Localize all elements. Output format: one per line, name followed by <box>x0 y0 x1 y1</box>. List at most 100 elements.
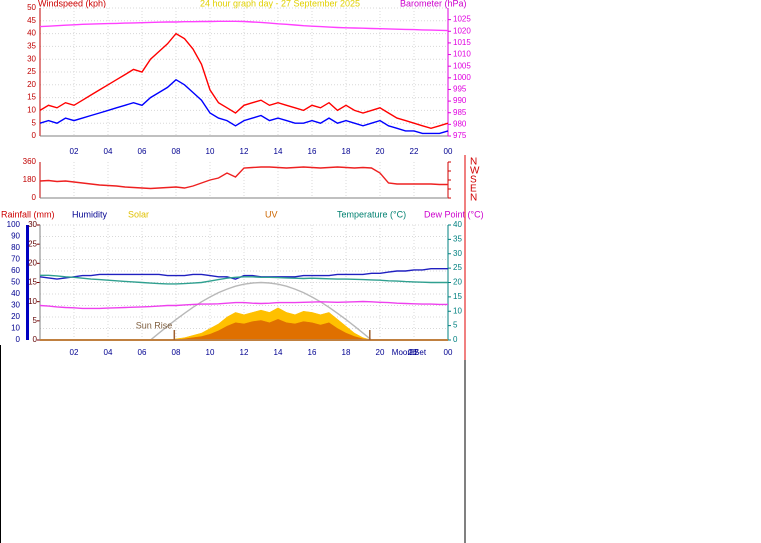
x-tick-label: 10 <box>206 147 215 156</box>
y-tick-label: 20 <box>11 312 20 321</box>
y-axis-label: Windspeed (kph) <box>38 0 106 8</box>
line-series <box>39 78 449 135</box>
y2-tick-label: 25 <box>453 263 462 272</box>
y-tick-label: 80 <box>11 243 20 252</box>
y-tick-label: 0 <box>16 335 21 344</box>
y2-tick-label: 1025 <box>453 15 471 24</box>
x-tick-label: 20 <box>376 147 385 156</box>
y-tick-label: 35 <box>27 42 36 51</box>
x-tick-label: 22 <box>410 147 419 156</box>
marker-label: Moon Set <box>392 348 427 357</box>
y-tick-label: 360 <box>23 157 37 166</box>
legend-label: Temperature (°C) <box>337 209 406 219</box>
y2-tick-label: 1000 <box>453 73 471 82</box>
y-tick-label: 30 <box>11 301 20 310</box>
x-tick-label: 22 <box>410 348 419 357</box>
y2-tick-label: N <box>470 193 477 204</box>
y2-tick-label: 15 <box>453 292 462 301</box>
y2-tick-label: 35 <box>453 234 462 243</box>
x-tick-label: 14 <box>274 348 283 357</box>
y2-tick-label: 975 <box>453 131 467 140</box>
y3-tick-label: 25 <box>28 239 37 248</box>
x-tick-label: 02 <box>70 147 79 156</box>
y2-tick-label: W <box>470 166 480 177</box>
x-tick-label: 06 <box>138 348 147 357</box>
y-tick-label: 180 <box>23 175 37 184</box>
legend-label: Solar <box>128 209 149 219</box>
y2-tick-label: 980 <box>453 119 467 128</box>
line-series <box>40 274 448 285</box>
y2-tick-label: 990 <box>453 96 467 105</box>
y2-tick-label: 1015 <box>453 38 471 47</box>
y-tick-label: 0 <box>32 131 37 140</box>
y2-tick-label: N <box>470 157 477 168</box>
legend-label: Dew Point (°C) <box>424 209 484 219</box>
y2-tick-label: 10 <box>453 306 462 315</box>
y2-tick-label: 30 <box>453 249 462 258</box>
line-series <box>39 166 448 190</box>
y2-tick-label: 1010 <box>453 50 471 59</box>
x-tick-label: 16 <box>308 348 317 357</box>
x-tick-label: 16 <box>308 147 317 156</box>
y-tick-label: 50 <box>11 278 20 287</box>
y2-tick-label: 1005 <box>453 61 471 70</box>
y-tick-label: 40 <box>11 289 20 298</box>
y2-tick-label: S <box>470 175 477 186</box>
y-tick-label: 10 <box>27 106 36 115</box>
y2-tick-label: 995 <box>453 85 467 94</box>
annotation: 28 <box>408 348 417 357</box>
y3-tick-label: 30 <box>28 220 37 229</box>
line-series <box>39 268 448 280</box>
y-tick-label: 90 <box>11 232 20 241</box>
y2-tick-label: 40 <box>453 220 462 229</box>
line-series <box>39 32 449 130</box>
line-series <box>39 20 449 32</box>
x-tick-label: 00 <box>444 348 453 357</box>
y3-tick-label: 10 <box>28 297 37 306</box>
x-tick-label: 18 <box>342 147 351 156</box>
y-tick-label: 15 <box>27 93 36 102</box>
y-tick-label: 100 <box>7 220 21 229</box>
x-tick-label: 14 <box>274 147 283 156</box>
y2-tick-label: 985 <box>453 108 467 117</box>
y2-tick-label: E <box>470 184 477 195</box>
y-tick-label: 40 <box>27 29 36 38</box>
humidity-bar <box>26 225 29 340</box>
x-tick-label: 12 <box>240 147 249 156</box>
y3-tick-label: 5 <box>33 316 38 325</box>
y3-tick-label: 15 <box>28 278 37 287</box>
x-tick-label: 08 <box>172 348 181 357</box>
y-tick-label: 70 <box>11 255 20 264</box>
y-tick-label: 10 <box>11 324 20 333</box>
x-tick-label: 12 <box>240 348 249 357</box>
y-tick-label: 5 <box>32 118 37 127</box>
y2-tick-label: 1020 <box>453 26 471 35</box>
y2-tick-label: 5 <box>453 321 458 330</box>
y-tick-label: 20 <box>27 80 36 89</box>
y-tick-label: 45 <box>27 16 36 25</box>
y2-tick-label: 0 <box>453 335 458 344</box>
rainfall-axis-label: Rainfall (mm) <box>1 209 55 219</box>
marker-label: Sun Rise <box>136 320 173 330</box>
x-tick-label: 02 <box>70 348 79 357</box>
y3-tick-label: 0 <box>33 335 38 344</box>
y-tick-label: 0 <box>32 193 37 202</box>
y-tick-label: 30 <box>27 54 36 63</box>
y-tick-label: 50 <box>27 3 36 12</box>
y2-tick-label: 20 <box>453 278 462 287</box>
y2-axis-label: Barometer (hPa) <box>400 0 467 8</box>
legend-label: UV <box>265 209 278 219</box>
line-series <box>39 300 448 310</box>
x-tick-label: 10 <box>206 348 215 357</box>
y3-tick-label: 20 <box>28 258 37 267</box>
x-tick-label: 20 <box>376 348 385 357</box>
y-tick-label: 25 <box>27 67 36 76</box>
x-tick-label: 04 <box>104 348 113 357</box>
x-tick-label: 00 <box>444 147 453 156</box>
x-tick-label: 08 <box>172 147 181 156</box>
x-tick-label: 18 <box>342 348 351 357</box>
x-tick-label: 04 <box>104 147 113 156</box>
legend-label: Humidity <box>72 209 108 219</box>
